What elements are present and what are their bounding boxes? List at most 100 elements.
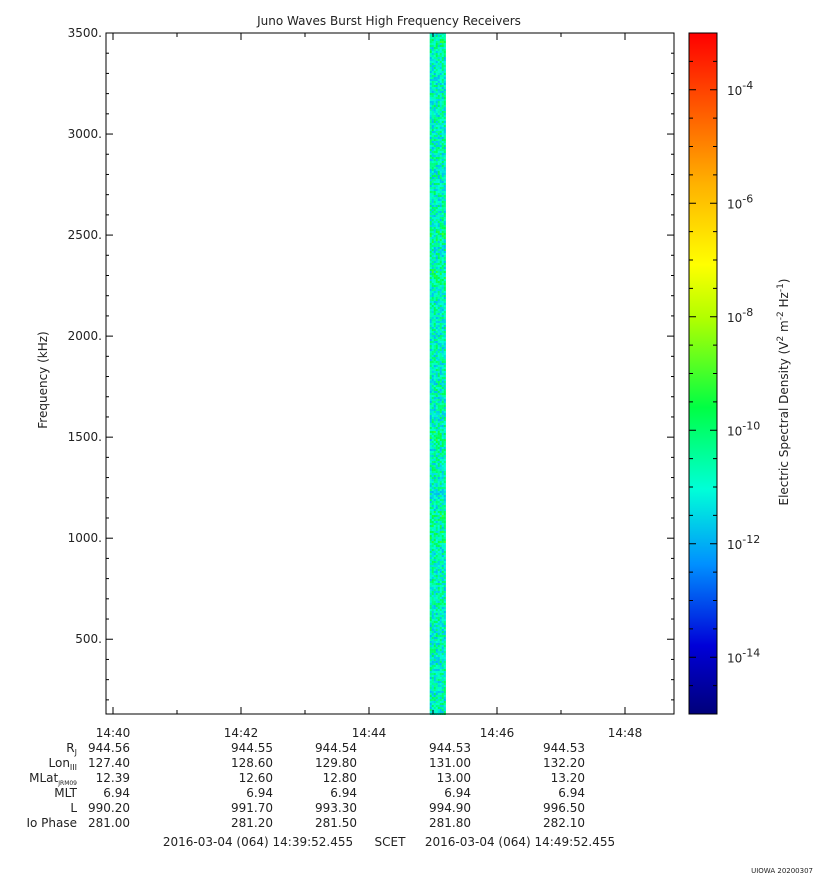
burst-cell [433,63,436,65]
burst-cell [431,531,434,533]
burst-cell [443,181,446,183]
burst-cell [435,599,438,601]
burst-cell [441,461,444,463]
burst-cell [431,203,434,205]
burst-cell [435,115,438,117]
burst-cell [437,457,440,459]
burst-cell [437,33,440,35]
burst-cell [431,59,434,61]
burst-cell [433,201,436,203]
burst-cell [437,391,440,393]
burst-cell [437,289,440,291]
burst-cell [439,379,442,381]
burst-cell [437,241,440,243]
burst-cell [443,523,446,525]
burst-cell [437,247,440,249]
burst-cell [443,325,446,327]
burst-cell [433,437,436,439]
burst-cell [429,123,432,125]
burst-cell [439,467,442,469]
burst-cell [431,629,434,631]
y-axis-label: Frequency (kHz) [36,331,50,428]
burst-cell [433,209,436,211]
burst-cell [437,169,440,171]
burst-cell [431,85,434,87]
burst-cell [429,483,432,485]
burst-cell [435,621,438,623]
burst-cell [437,453,440,455]
burst-cell [437,445,440,447]
burst-cell [429,709,432,711]
burst-cell [437,117,440,119]
burst-cell [443,207,446,209]
burst-cell [437,477,440,479]
burst-cell [441,595,444,597]
burst-cell [433,87,436,89]
burst-cell [441,685,444,687]
burst-cell [433,351,436,353]
burst-cell [429,467,432,469]
burst-cell [441,621,444,623]
burst-cell [431,195,434,197]
burst-cell [433,127,436,129]
burst-cell [431,463,434,465]
burst-cell [443,57,446,59]
burst-cell [443,535,446,537]
burst-cell [441,349,444,351]
burst-cell [437,633,440,635]
burst-cell [441,171,444,173]
burst-cell [443,301,446,303]
burst-cell [429,241,432,243]
burst-cell [431,83,434,85]
burst-cell [429,275,432,277]
burst-cell [443,505,446,507]
burst-cell [441,115,444,117]
burst-cell [443,555,446,557]
burst-cell [431,105,434,107]
burst-cell [437,519,440,521]
burst-cell [443,193,446,195]
y-axis: 500.1000.1500.2000.2500.3000.3500. [68,26,674,701]
burst-cell [433,157,436,159]
burst-cell [433,189,436,191]
burst-cell [433,363,436,365]
burst-cell [435,375,438,377]
burst-cell [441,331,444,333]
burst-cell [443,445,446,447]
burst-cell [435,245,438,247]
burst-cell [435,183,438,185]
burst-cell [441,703,444,705]
ephemeris-value: 6.94 [103,786,130,800]
burst-cell [439,363,442,365]
burst-cell [431,125,434,127]
burst-cell [431,509,434,511]
burst-cell [429,631,432,633]
burst-cell [431,627,434,629]
burst-cell [439,503,442,505]
burst-cell [443,287,446,289]
burst-cell [431,331,434,333]
burst-cell [439,299,442,301]
burst-cell [429,603,432,605]
burst-cell [431,183,434,185]
burst-cell [437,593,440,595]
burst-cell [433,661,436,663]
burst-cell [429,359,432,361]
burst-cell [429,141,432,143]
burst-cell [431,155,434,157]
burst-cell [437,645,440,647]
burst-cell [437,265,440,267]
burst-cell [439,505,442,507]
burst-cell [439,373,442,375]
burst-cell [441,261,444,263]
burst-cell [431,67,434,69]
burst-cell [437,155,440,157]
burst-cell [431,437,434,439]
burst-cell [429,559,432,561]
burst-cell [439,711,442,713]
burst-cell [443,121,446,123]
burst-cell [435,413,438,415]
burst-cell [429,203,432,205]
burst-cell [441,201,444,203]
burst-cell [439,265,442,267]
